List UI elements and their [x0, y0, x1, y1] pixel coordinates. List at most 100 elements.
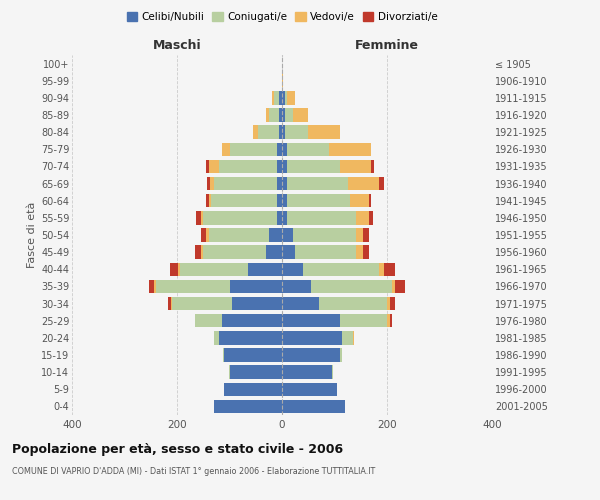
Bar	[389, 314, 392, 328]
Bar	[178, 262, 179, 276]
Bar	[209, 194, 211, 207]
Bar	[282, 262, 303, 276]
Bar	[287, 211, 355, 224]
Bar	[154, 280, 156, 293]
Bar	[287, 142, 329, 156]
Bar	[221, 142, 229, 156]
Bar	[266, 246, 282, 259]
Bar	[347, 177, 379, 190]
Bar	[287, 91, 295, 104]
Bar	[332, 366, 333, 379]
Bar	[308, 126, 340, 139]
Bar	[282, 331, 343, 344]
Bar	[340, 160, 371, 173]
Bar	[277, 142, 282, 156]
Bar	[284, 108, 293, 122]
Bar	[303, 262, 379, 276]
Bar	[170, 262, 178, 276]
Bar	[280, 108, 282, 122]
Legend: Celibi/Nubili, Coniugati/e, Vedovi/e, Divorziati/e: Celibi/Nubili, Coniugati/e, Vedovi/e, Di…	[122, 8, 442, 26]
Bar	[206, 228, 209, 241]
Bar	[203, 211, 277, 224]
Bar	[229, 142, 277, 156]
Bar	[282, 280, 311, 293]
Bar	[221, 314, 282, 328]
Bar	[203, 246, 266, 259]
Bar	[282, 160, 287, 173]
Bar	[253, 126, 259, 139]
Bar	[200, 228, 206, 241]
Bar	[209, 177, 214, 190]
Bar	[172, 297, 232, 310]
Bar	[196, 211, 200, 224]
Bar	[282, 177, 287, 190]
Bar	[196, 314, 221, 328]
Bar	[319, 297, 387, 310]
Bar	[282, 297, 319, 310]
Bar	[207, 177, 209, 190]
Bar	[284, 91, 287, 104]
Bar	[387, 297, 389, 310]
Bar	[280, 91, 282, 104]
Bar	[389, 297, 395, 310]
Bar	[211, 194, 277, 207]
Bar	[282, 194, 287, 207]
Bar	[196, 246, 200, 259]
Bar	[277, 160, 282, 173]
Bar	[282, 91, 284, 104]
Y-axis label: Fasce di età: Fasce di età	[26, 202, 37, 268]
Bar	[340, 314, 387, 328]
Bar	[350, 194, 368, 207]
Bar	[379, 177, 385, 190]
Bar	[282, 314, 340, 328]
Bar	[329, 142, 371, 156]
Bar	[214, 177, 277, 190]
Bar	[224, 382, 282, 396]
Bar	[200, 211, 203, 224]
Bar	[269, 228, 282, 241]
Bar	[214, 331, 219, 344]
Bar	[392, 280, 395, 293]
Bar	[269, 108, 280, 122]
Bar	[209, 228, 269, 241]
Bar	[311, 280, 392, 293]
Bar	[149, 280, 154, 293]
Bar	[156, 280, 229, 293]
Bar	[271, 91, 274, 104]
Bar	[266, 108, 269, 122]
Bar	[282, 142, 287, 156]
Bar	[277, 177, 282, 190]
Bar	[364, 228, 368, 241]
Bar	[224, 348, 282, 362]
Bar	[168, 297, 171, 310]
Bar	[206, 160, 209, 173]
Bar	[206, 194, 209, 207]
Bar	[229, 366, 282, 379]
Bar	[368, 211, 373, 224]
Bar	[209, 160, 219, 173]
Bar	[355, 246, 364, 259]
Bar	[355, 211, 368, 224]
Bar	[293, 108, 308, 122]
Bar	[259, 126, 280, 139]
Bar	[387, 314, 389, 328]
Bar	[282, 348, 340, 362]
Bar	[353, 331, 355, 344]
Bar	[229, 280, 282, 293]
Bar	[219, 331, 282, 344]
Bar	[277, 211, 282, 224]
Bar	[200, 246, 203, 259]
Bar	[364, 246, 368, 259]
Text: COMUNE DI VAPRIO D'ADDA (MI) - Dati ISTAT 1° gennaio 2006 - Elaborazione TUTTITA: COMUNE DI VAPRIO D'ADDA (MI) - Dati ISTA…	[12, 468, 375, 476]
Bar	[287, 160, 340, 173]
Bar	[379, 262, 385, 276]
Bar	[179, 262, 248, 276]
Bar	[282, 246, 295, 259]
Bar	[368, 194, 371, 207]
Bar	[395, 280, 406, 293]
Bar	[274, 91, 280, 104]
Bar	[282, 228, 293, 241]
Bar	[232, 297, 282, 310]
Bar	[277, 194, 282, 207]
Bar	[170, 297, 172, 310]
